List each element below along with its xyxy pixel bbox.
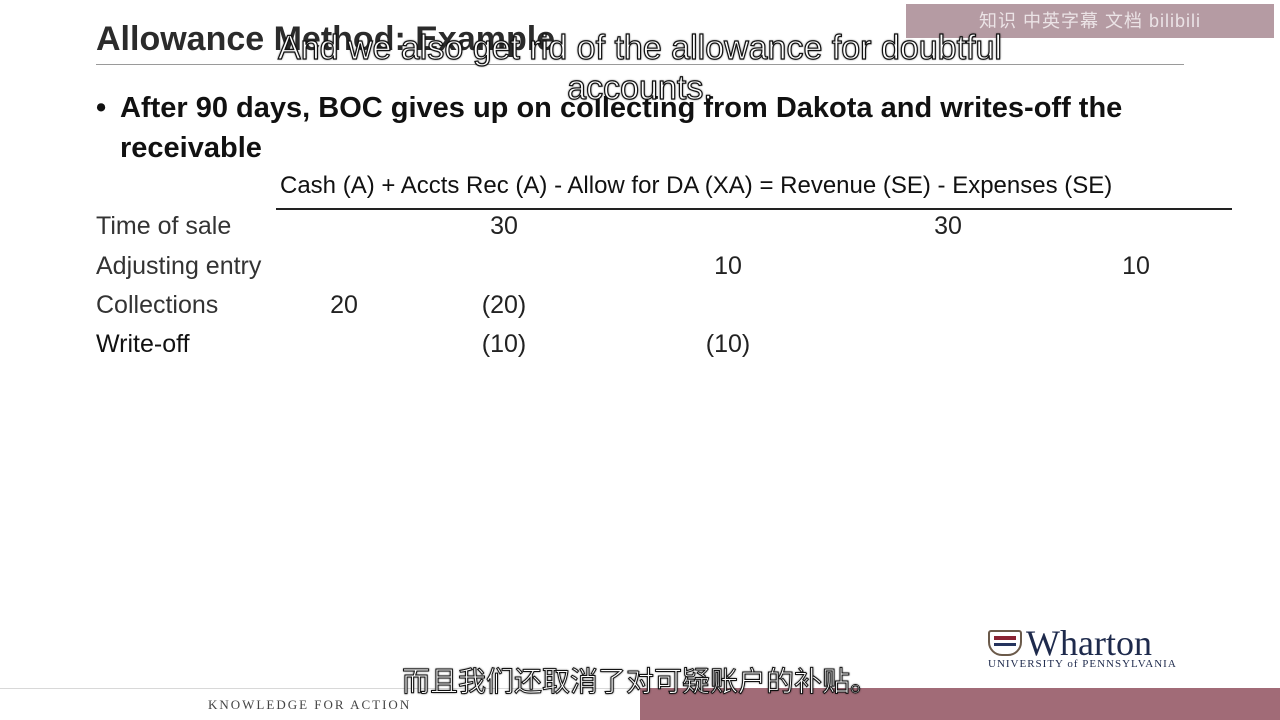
row-label-collections: Collections	[96, 291, 219, 319]
wharton-logo: Wharton UNIVERSITY of PENNSYLVANIA	[988, 623, 1192, 672]
accounting-equation-header: Cash (A) + Accts Rec (A) - Allow for DA …	[280, 172, 1113, 199]
cell-revenue: 30	[934, 212, 962, 240]
chinese-subtitle: 而且我们还取消了对可疑账户的补贴。	[401, 665, 878, 699]
english-subtitle: And we also get rid of the allowance for…	[277, 28, 1002, 107]
cell-expenses: 10	[1122, 252, 1150, 280]
row-label-write-off: Write-off	[96, 330, 190, 358]
cell-cash: 20	[330, 291, 358, 319]
equation-underline	[276, 208, 1232, 210]
footer-accent-bar	[640, 688, 1280, 720]
cell-ar: (20)	[481, 291, 527, 319]
video-watermark: 知识 中英字幕 文档 bilibili	[906, 4, 1274, 38]
row-label-time-of-sale: Time of sale	[96, 212, 232, 240]
cell-allowance: (10)	[705, 330, 751, 358]
shield-icon	[988, 630, 1022, 656]
cell-ar: (10)	[481, 330, 527, 358]
cell-allowance: 10	[714, 252, 742, 280]
logo-wordmark: Wharton	[1026, 623, 1152, 663]
bullet-icon: •	[96, 92, 107, 124]
slide-title: Allowance Method: Example	[96, 20, 556, 58]
row-label-adjusting-entry: Adjusting entry	[96, 252, 262, 280]
logo-university: UNIVERSITY of PENNSYLVANIA	[988, 658, 1177, 670]
cell-ar: 30	[490, 212, 518, 240]
title-divider	[96, 64, 1184, 65]
bullet-point: • After 90 days, BOC gives up on collect…	[96, 88, 1216, 168]
footer-tagline: KNOWLEDGE FOR ACTION	[208, 697, 412, 712]
bullet-text: After 90 days, BOC gives up on collectin…	[120, 92, 1123, 164]
footer-bar: KNOWLEDGE FOR ACTION	[0, 688, 640, 720]
